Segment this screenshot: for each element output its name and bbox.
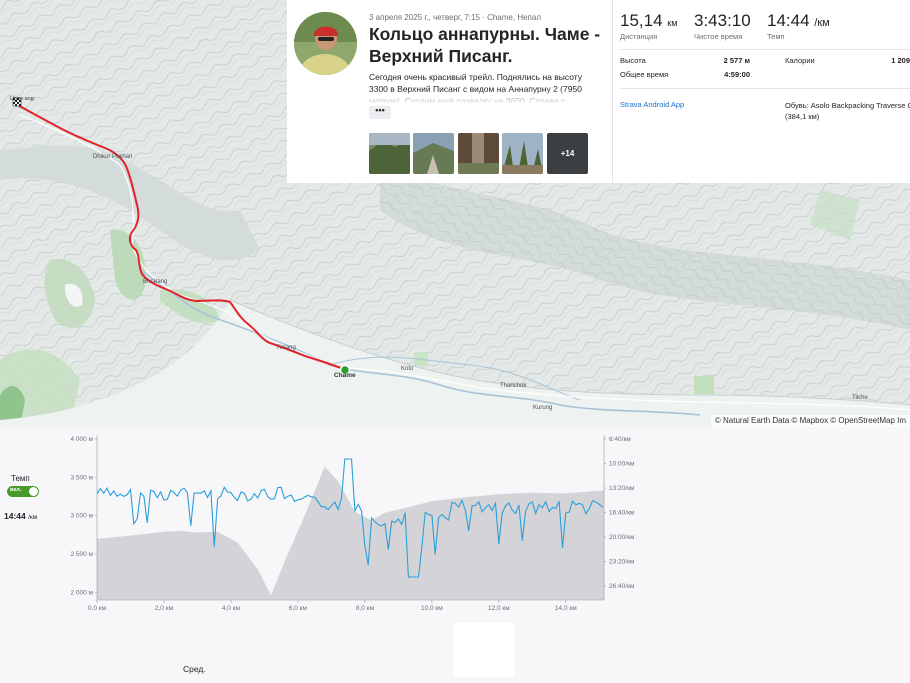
distance-value: 15,14: [620, 11, 663, 30]
x-axis-tick-label: 14,0 км: [555, 605, 577, 612]
map-place-label: Thanchok: [500, 383, 527, 389]
calories-value: 1 209: [891, 56, 910, 65]
pace-line: [96, 458, 604, 578]
elapsed-time-label: Общее время: [620, 70, 669, 79]
pace-readout-value: 14:44: [4, 511, 26, 521]
map-place-label: Tilche: [852, 395, 868, 401]
elevation-value: 2 577 м: [723, 56, 750, 65]
map-end-label: Chame: [334, 372, 356, 379]
x-axis-tick-label: 4,0 км: [222, 605, 241, 612]
stats-panel: 15,14 км Дистанция 3:43:10 Чистое время …: [620, 0, 910, 183]
more-options-button[interactable]: •••: [369, 106, 391, 119]
end-marker-icon: [339, 364, 351, 376]
y-axis-tick-label: 4 000 м: [70, 436, 93, 443]
y-axis-tick-label: 3 500 м: [70, 474, 93, 481]
elevation-area: [97, 466, 604, 600]
stats-divider: [620, 49, 910, 50]
elevation-chart-section: 4 000 м 3 500 м 3 000 м 2 500 м 2 000 м 6:40…: [0, 427, 910, 683]
moving-time-value: 3:43:10: [694, 11, 751, 30]
distance-unit: км: [667, 18, 678, 28]
pace-stat: 14:44 /км Темп: [767, 11, 830, 41]
elevation-pace-chart[interactable]: 4 000 м 3 500 м 3 000 м 2 500 м 2 000 м 6:40…: [0, 427, 910, 683]
x-axis-tick-label: 8,0 км: [356, 605, 375, 612]
more-photos-button[interactable]: +14: [547, 133, 588, 174]
pace-toggle[interactable]: вкл.: [7, 486, 39, 497]
x-axis-tick-label: 6,0 км: [289, 605, 308, 612]
toggle-knob: [29, 487, 38, 496]
map-place-label: Dhikur Pokhari: [93, 154, 133, 160]
route-line: [15, 103, 345, 370]
y-axis-tick-label: 3 000 м: [70, 513, 93, 520]
x-axis-tick-label: 12,0 км: [488, 605, 510, 612]
pace-toggle-state: вкл.: [10, 487, 22, 493]
map-place-label: Timang: [276, 345, 296, 351]
moving-time-label: Чистое время: [694, 32, 743, 41]
pace-readout: 14:44 /км: [4, 511, 37, 521]
map-start-label: Uppe ang: [10, 96, 34, 102]
pace-toggle-label: Темп: [11, 474, 30, 483]
elevation-label: Высота: [620, 56, 646, 65]
device-link[interactable]: Strava Android App: [620, 100, 685, 109]
pace-axis-tick-label: 13:20/км: [609, 485, 635, 492]
map-place-label: Koto: [401, 366, 414, 372]
photo-thumbnail[interactable]: [369, 133, 410, 174]
pace-axis-tick-label: 23:20/км: [609, 559, 635, 566]
map-attribution[interactable]: © Natural Earth Data © Mapbox © OpenStre…: [710, 415, 910, 427]
pace-value: 14:44: [767, 11, 810, 30]
x-axis-tick-label: 2,0 км: [155, 605, 174, 612]
photo-thumbnail[interactable]: [458, 133, 499, 174]
more-photos-count: +14: [560, 149, 575, 158]
pace-axis-tick-label: 16:40/км: [609, 510, 635, 517]
pace-label: Темп: [767, 32, 785, 41]
map-place-label: Bhratang: [143, 279, 168, 285]
athlete-avatar[interactable]: [294, 12, 357, 75]
pace-axis-tick-label: 6:40/км: [609, 436, 631, 443]
activity-title: Кольцо аннапурны. Чаме - Верхний Писанг.: [369, 24, 601, 66]
activity-summary-card: 3 апреля 2025 г., четверг, 7:15 · Chame,…: [287, 0, 910, 183]
x-axis-tick-label: 10,0 км: [421, 605, 443, 612]
calories-label: Калории: [785, 56, 815, 65]
x-axis-tick-label: 0,0 км: [88, 605, 107, 612]
start-flag-icon: [12, 97, 22, 107]
description-fade: [369, 90, 591, 104]
activity-meta: 3 апреля 2025 г., четверг, 7:15 · Chame,…: [369, 13, 541, 22]
pace-axis-tick-label: 26:40/км: [609, 583, 635, 590]
distance-label: Дистанция: [620, 32, 658, 41]
card-divider: [612, 0, 613, 183]
chart-summary-box: [453, 623, 515, 677]
elapsed-time-value: 4:59:00: [724, 70, 750, 79]
map-place-label: Kurung: [533, 405, 553, 411]
y-axis-tick-label: 2 000 м: [70, 589, 93, 596]
shoes-info: Обувь: Asolo Backpacking Traverse G (384…: [785, 101, 910, 121]
moving-time-stat: 3:43:10 Чистое время: [694, 11, 751, 41]
distance-stat: 15,14 км Дистанция: [620, 11, 677, 41]
y-axis-tick-label: 2 500 м: [70, 551, 93, 558]
pace-unit: /км: [814, 17, 830, 29]
pace-readout-unit: /км: [28, 514, 38, 521]
average-label: Сред.: [183, 664, 206, 674]
pace-axis-tick-label: 20:00/км: [609, 534, 635, 541]
photo-thumbnail[interactable]: [502, 133, 543, 174]
pace-axis-tick-label: 10:00/км: [609, 461, 635, 468]
stats-divider: [620, 88, 910, 89]
photo-thumbnail[interactable]: [413, 133, 454, 174]
